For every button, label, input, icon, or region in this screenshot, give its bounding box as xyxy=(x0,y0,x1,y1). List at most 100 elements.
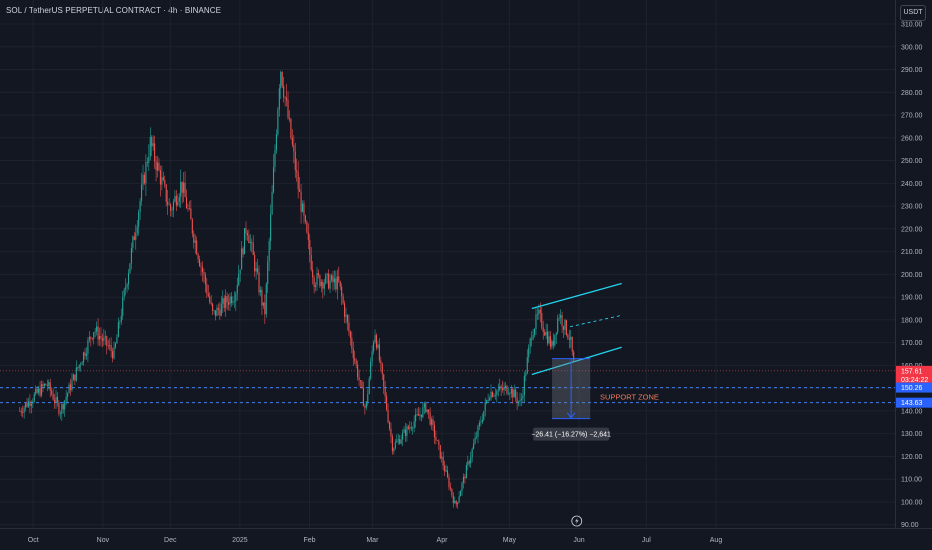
candle-body xyxy=(159,170,161,185)
candle-body xyxy=(412,428,414,429)
y-tick-label: 260.00 xyxy=(901,135,923,142)
candle-body xyxy=(568,338,570,340)
candle-body xyxy=(148,156,150,163)
candle-body xyxy=(458,496,460,503)
candle-body xyxy=(94,331,96,333)
candle-body xyxy=(315,285,317,288)
candle-body xyxy=(371,351,373,362)
candle-body xyxy=(90,336,92,339)
candle-body xyxy=(206,284,208,294)
candle-body xyxy=(30,403,32,406)
candle-body xyxy=(345,315,347,317)
candle-body xyxy=(499,386,501,390)
measure-arrow-head xyxy=(566,412,576,419)
candle-body xyxy=(75,367,77,381)
candle-body xyxy=(357,364,359,378)
y-tick-label: 110.00 xyxy=(901,477,922,484)
candle-body xyxy=(442,456,444,466)
candle-body xyxy=(407,426,409,429)
candle-body xyxy=(378,344,380,361)
y-tick-label: 210.00 xyxy=(901,249,923,256)
candle-body xyxy=(322,281,324,289)
candle-body xyxy=(187,208,189,209)
candle-body xyxy=(541,313,543,328)
current-price-tag xyxy=(896,365,932,385)
candle-body xyxy=(394,442,396,449)
time-axis: Oct Nov Dec 2025 Feb Mar Apr May Jun Jul Aug xyxy=(0,528,932,544)
candle-body xyxy=(71,380,73,391)
candle-body xyxy=(84,352,86,356)
candle-body xyxy=(475,436,478,438)
candle-body xyxy=(500,386,502,389)
candle-body xyxy=(497,389,499,391)
candle-body xyxy=(539,309,541,314)
candle-body xyxy=(571,336,573,352)
support-zone: SUPPORT ZONE xyxy=(0,370,895,404)
candle-body xyxy=(415,414,417,422)
candle-body xyxy=(175,196,177,206)
candle-body xyxy=(444,465,446,472)
price-axis: 310.00 300.00 290.00 280.00 270.00 260.00 250.… xyxy=(895,0,923,529)
candle-body xyxy=(397,439,399,441)
candle-body xyxy=(338,276,340,282)
candle-body xyxy=(291,138,293,145)
candle-body xyxy=(480,422,482,423)
candle-body xyxy=(193,233,195,243)
candle-body xyxy=(286,97,288,101)
candle-body xyxy=(535,314,537,329)
y-tick-label: 190.00 xyxy=(901,295,923,302)
candle-body xyxy=(335,278,337,290)
candle-body xyxy=(74,374,76,381)
y-tick-label: 270.00 xyxy=(901,113,923,120)
candle-body xyxy=(123,289,125,297)
candle-body xyxy=(216,307,218,316)
candle-body xyxy=(139,200,141,213)
candle-body xyxy=(455,500,457,505)
candle-body xyxy=(317,272,320,276)
candle-body xyxy=(370,361,372,379)
x-tick-label: 2025 xyxy=(232,537,248,544)
candle-body xyxy=(103,337,105,341)
candle-body xyxy=(268,241,270,262)
candle-body xyxy=(54,399,56,403)
candle-body xyxy=(155,161,157,171)
y-tick-label: 220.00 xyxy=(901,226,923,233)
candle-body xyxy=(217,307,219,310)
candle-body xyxy=(362,387,364,407)
candle-body xyxy=(100,335,102,339)
candle-body xyxy=(55,396,57,403)
candle-body xyxy=(209,296,211,302)
candle-body xyxy=(445,470,447,472)
candle-body xyxy=(560,315,562,318)
candle-body xyxy=(547,331,549,344)
x-tick-label: Feb xyxy=(303,537,315,544)
candle-body xyxy=(460,491,462,497)
candle-body xyxy=(304,215,306,222)
candle-body xyxy=(461,482,463,492)
candle-body xyxy=(78,364,80,369)
candle-body xyxy=(36,388,38,393)
event-marker xyxy=(571,515,583,527)
x-tick-label: Apr xyxy=(437,537,449,544)
candle-body xyxy=(422,407,424,418)
candle-body xyxy=(251,241,253,243)
candle-body xyxy=(396,440,398,443)
candle-body xyxy=(98,335,101,340)
candle-body xyxy=(332,275,334,283)
candle-body xyxy=(520,398,523,401)
candle-body xyxy=(564,320,566,330)
currency-button[interactable]: USDT xyxy=(900,5,926,21)
candle-body xyxy=(232,301,234,303)
candle-body xyxy=(522,395,524,399)
candle-body xyxy=(410,427,412,429)
candle-body xyxy=(27,401,30,407)
candle-body xyxy=(462,476,465,483)
candle-body xyxy=(223,298,225,309)
candle-body xyxy=(51,390,53,395)
candle-body xyxy=(67,393,69,397)
candle-body xyxy=(245,228,247,234)
y-tick-label: 180.00 xyxy=(901,317,923,324)
measure-label-box xyxy=(533,427,610,441)
candle-body xyxy=(48,382,50,386)
